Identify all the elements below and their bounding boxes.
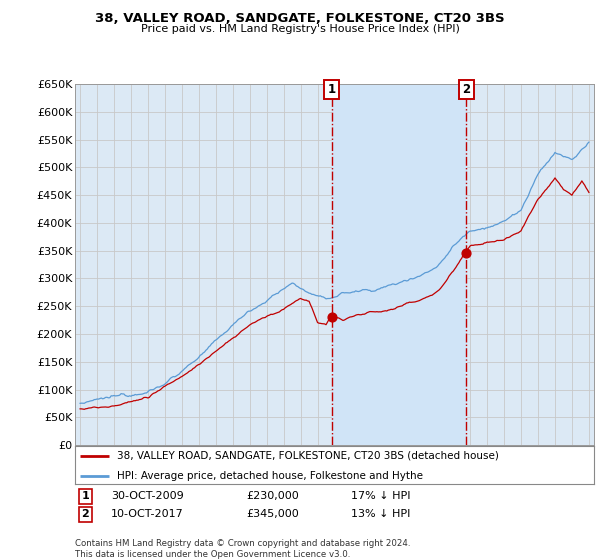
Text: 13% ↓ HPI: 13% ↓ HPI [351,509,410,519]
Text: 30-OCT-2009: 30-OCT-2009 [111,491,184,501]
Text: 1: 1 [82,491,89,501]
Text: 38, VALLEY ROAD, SANDGATE, FOLKESTONE, CT20 3BS (detached house): 38, VALLEY ROAD, SANDGATE, FOLKESTONE, C… [116,451,499,461]
Text: 38, VALLEY ROAD, SANDGATE, FOLKESTONE, CT20 3BS: 38, VALLEY ROAD, SANDGATE, FOLKESTONE, C… [95,12,505,25]
Text: £230,000: £230,000 [246,491,299,501]
Text: 10-OCT-2017: 10-OCT-2017 [111,509,184,519]
Bar [332,84,466,445]
Text: £345,000: £345,000 [246,509,299,519]
Text: 2: 2 [82,509,89,519]
Text: 17% ↓ HPI: 17% ↓ HPI [351,491,410,501]
Text: HPI: Average price, detached house, Folkestone and Hythe: HPI: Average price, detached house, Folk… [116,471,422,481]
Text: 2: 2 [462,83,470,96]
Text: Price paid vs. HM Land Registry's House Price Index (HPI): Price paid vs. HM Land Registry's House … [140,24,460,34]
Text: Contains HM Land Registry data © Crown copyright and database right 2024.
This d: Contains HM Land Registry data © Crown c… [75,539,410,559]
Text: 1: 1 [328,83,335,96]
Point [327,313,337,322]
Point [461,249,471,258]
